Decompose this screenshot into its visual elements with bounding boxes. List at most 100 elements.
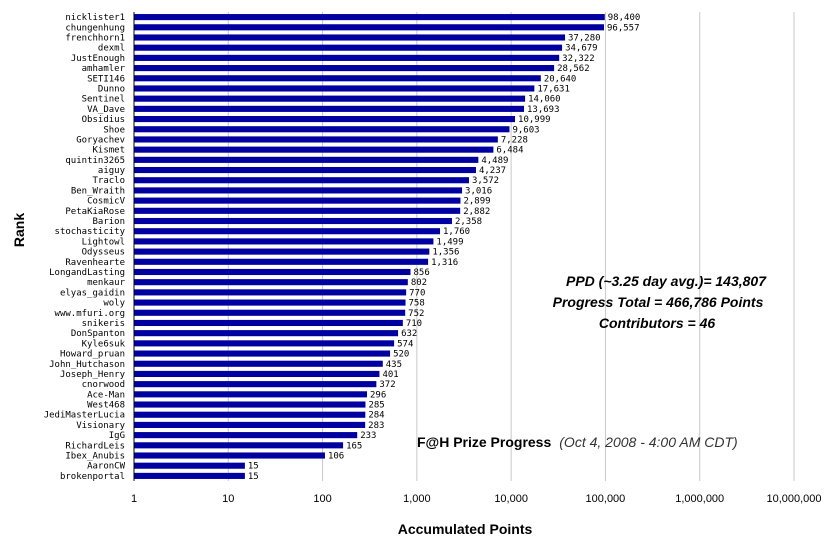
- ppd-annotation: PPD (~3.25 day avg.)= 143,807: [566, 273, 767, 289]
- contributors-annotation: Contributors = 46: [599, 315, 716, 331]
- bar: [134, 105, 525, 112]
- bar: [134, 75, 541, 82]
- category-label: Visionary: [76, 421, 125, 431]
- value-label: 632: [401, 329, 417, 339]
- category-label: Joseph_Henry: [60, 370, 126, 380]
- value-label: 1,356: [432, 248, 459, 258]
- value-label: 2,882: [463, 207, 490, 217]
- value-label: 770: [409, 288, 425, 298]
- x-tick-label: 10,000: [494, 493, 528, 505]
- category-label: Goryachev: [76, 135, 125, 145]
- value-label: 3,016: [465, 186, 492, 196]
- bar: [134, 115, 516, 123]
- value-label: 752: [408, 309, 424, 319]
- bar: [134, 432, 358, 439]
- category-label: Odysseus: [82, 248, 125, 258]
- bar: [134, 197, 461, 204]
- bar: [134, 279, 408, 286]
- bar: [134, 228, 441, 235]
- bar: [134, 34, 566, 41]
- bar: [134, 146, 494, 153]
- value-label: 6,484: [496, 146, 523, 156]
- category-label: PetaKiaRose: [65, 207, 125, 217]
- value-label: 15: [248, 462, 259, 472]
- value-label: 284: [368, 411, 384, 421]
- value-label: 710: [406, 319, 422, 329]
- value-label: 9,603: [512, 125, 539, 135]
- category-label: amhamler: [82, 64, 126, 74]
- value-label: 802: [411, 278, 427, 288]
- chart-title-main: F@H Prize Progress: [417, 434, 551, 450]
- value-label: 17,631: [537, 84, 570, 94]
- x-tick-label: 100,000: [586, 493, 626, 505]
- value-label: 3,572: [472, 176, 499, 186]
- value-label: 856: [413, 268, 429, 278]
- bar: [134, 238, 434, 245]
- bar: [134, 421, 366, 428]
- value-label: 1,760: [443, 227, 470, 237]
- value-label: 285: [368, 401, 384, 411]
- category-label: Ace-Man: [87, 390, 125, 400]
- value-label: 283: [368, 421, 384, 431]
- bar: [134, 177, 469, 184]
- category-label: Ravenhearte: [65, 258, 125, 268]
- bar: [134, 95, 526, 102]
- value-label: 13,693: [527, 105, 560, 115]
- category-label: IgG: [109, 431, 125, 441]
- x-tick-label: 1,000,000: [675, 493, 724, 505]
- category-label: Kyle6suk: [82, 339, 126, 349]
- value-label: 520: [393, 350, 409, 360]
- category-label: RichardLeis: [65, 441, 125, 451]
- category-label: frenchhorn1: [65, 33, 125, 43]
- bar: [134, 309, 406, 316]
- bar: [134, 136, 498, 143]
- bar: [134, 391, 368, 398]
- value-label: 37,280: [568, 33, 601, 43]
- category-label: nicklister1: [65, 13, 125, 23]
- value-label: 233: [360, 431, 376, 441]
- category-label: John_Hutchason: [49, 360, 125, 370]
- category-label: Obsidius: [82, 115, 125, 125]
- value-label: 758: [409, 299, 425, 309]
- bar: [134, 452, 325, 459]
- value-label: 28,562: [557, 64, 590, 74]
- value-label: 4,237: [479, 166, 506, 176]
- value-label: 34,679: [565, 44, 598, 54]
- category-label: chungenhung: [65, 23, 125, 33]
- bar: [134, 126, 510, 133]
- bar: [134, 54, 560, 61]
- category-label: Sentinel: [82, 95, 125, 105]
- category-label: menkaur: [87, 278, 126, 288]
- category-label: stochasticity: [55, 227, 126, 237]
- value-label: 165: [346, 441, 362, 451]
- category-label: Ben_Wraith: [71, 186, 125, 196]
- x-tick-label: 1,000: [403, 493, 431, 505]
- category-label: Dunno: [98, 84, 125, 94]
- bar: [134, 258, 429, 265]
- bar: [134, 360, 383, 367]
- category-label: Lightowl: [82, 237, 125, 247]
- category-label: Ibex_Anubis: [65, 452, 125, 462]
- category-label: Traclo: [92, 176, 125, 186]
- x-tick-label: 1: [131, 493, 137, 505]
- category-label: cnorwood: [82, 380, 125, 390]
- value-label: 10,999: [518, 115, 551, 125]
- vertical-gridlines: [133, 12, 795, 481]
- bar: [134, 156, 479, 163]
- bar: [134, 370, 380, 378]
- value-label: 1,499: [436, 237, 463, 247]
- value-label: 32,322: [562, 54, 595, 64]
- x-tick-label: 10,000,000: [766, 493, 821, 505]
- value-label: 296: [370, 390, 386, 400]
- category-labels-group: nicklister1chungenhungfrenchhorn1dexmlJu…: [44, 13, 126, 482]
- value-label: 20,640: [544, 74, 577, 84]
- value-label: 574: [397, 339, 413, 349]
- bar: [134, 14, 605, 21]
- bar: [134, 24, 604, 31]
- bar: [134, 207, 461, 214]
- bar: [134, 268, 411, 276]
- value-label: 372: [379, 380, 395, 390]
- bar: [134, 44, 563, 51]
